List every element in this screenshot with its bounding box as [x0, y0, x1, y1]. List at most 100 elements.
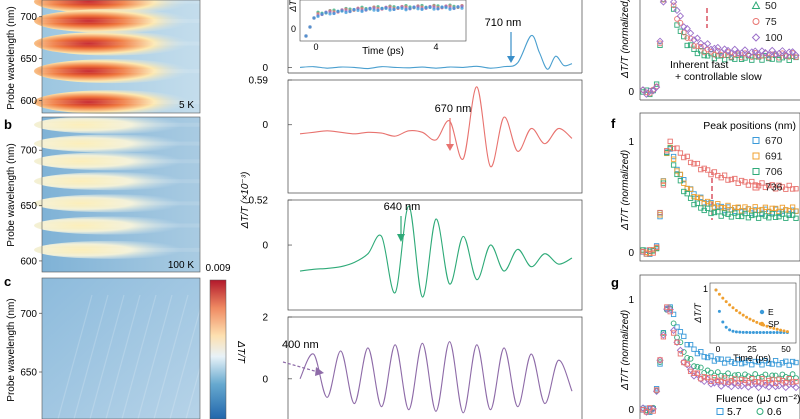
kinetics-point — [749, 212, 755, 219]
kinetics-top-ylabel: ΔT/T (normalized) — [620, 0, 631, 79]
kinetics-point — [711, 209, 718, 216]
kinetics-point — [720, 45, 729, 53]
inset-point — [368, 7, 372, 11]
kinetics-point — [687, 159, 694, 166]
kinetics-point — [776, 54, 782, 61]
inset-ytick-0: 0 — [291, 24, 296, 34]
kinetics-point — [766, 182, 772, 189]
kinetics-point — [704, 205, 711, 212]
kinetics-point — [691, 370, 697, 376]
kinetics-point — [674, 324, 680, 330]
kinetics-point — [759, 180, 765, 186]
kinetics-point — [738, 213, 745, 220]
colorbar: 0.009 ΔT/T — [205, 263, 246, 419]
spectrum-ytick-label: 0 — [262, 63, 268, 74]
inset-point — [320, 12, 324, 16]
kinetics-point — [762, 371, 769, 378]
inset-point — [404, 8, 408, 12]
kinetics-point — [738, 54, 745, 61]
kinetics-point — [650, 408, 656, 414]
kinetics-f-ylabel: ΔT/T (normalized) — [620, 150, 631, 231]
heatmap-band-sheen — [42, 122, 200, 127]
kinetics-point — [646, 90, 653, 97]
inset-point — [324, 11, 328, 15]
inset-point — [412, 5, 416, 9]
inset-g-point — [785, 330, 789, 334]
kinetics-point — [789, 186, 796, 192]
kinetics-point — [761, 49, 770, 57]
heatmap-ytick-label: 650 — [20, 201, 37, 212]
legend-label: 706 — [765, 166, 783, 178]
inset-g-point — [768, 330, 772, 334]
kinetics-point — [684, 354, 691, 361]
kinetics-point — [725, 202, 731, 209]
spectrum-ytick-label: 0 — [262, 374, 268, 385]
kinetics-point — [771, 50, 780, 58]
inset-xlabel: Time (ps) — [362, 46, 404, 57]
kinetics-point — [721, 210, 728, 216]
kinetics-point — [657, 357, 663, 363]
kinetics-point — [691, 363, 697, 370]
kinetics-point — [755, 215, 762, 221]
kinetics-point — [684, 185, 690, 192]
kinetics-point — [718, 204, 724, 211]
inset-g-point — [721, 296, 725, 300]
heatmap-c-streak — [73, 294, 109, 419]
spectra-ylabel: ΔT/T (×10⁻³) — [240, 172, 251, 230]
kinetics-point — [793, 215, 799, 221]
inset-point — [432, 7, 436, 11]
legend-marker — [752, 137, 760, 144]
kinetics-point — [659, 331, 668, 339]
kinetics-point — [691, 201, 697, 208]
kinetics-point — [694, 43, 701, 50]
heatmap-b-bands — [34, 115, 200, 259]
inset-g-point — [745, 330, 749, 334]
kinetics-point — [793, 186, 799, 192]
kinetics-point — [748, 48, 756, 56]
heatmap-ytick-label: 600 — [20, 96, 37, 107]
inset-point — [328, 12, 332, 16]
inset-point — [352, 7, 356, 12]
kinetics-point — [666, 305, 674, 314]
heatmap-ytick-label: 700 — [20, 309, 37, 320]
kinetics-point — [766, 215, 772, 221]
kinetics-point — [718, 356, 724, 362]
kinetics-point — [691, 194, 697, 200]
kinetics-point — [674, 168, 680, 174]
kinetics-point — [752, 211, 758, 218]
inset-point — [348, 9, 352, 13]
annotation-640nm: 640 nm — [384, 201, 421, 213]
inset-g-point — [751, 330, 755, 334]
inset-g-point — [755, 330, 759, 334]
spectrum-ytick-label: 0 — [262, 241, 268, 252]
kinetics-point — [701, 165, 707, 172]
heatmap-band-sheen — [42, 247, 200, 252]
kinetics-point — [789, 212, 796, 218]
kinetics-point — [708, 378, 714, 384]
kinetics-point — [669, 0, 678, 6]
kinetics-point — [792, 383, 800, 392]
kinetics-point — [691, 161, 697, 167]
kinetics-point — [728, 176, 735, 183]
kinetics-point — [708, 201, 714, 207]
inset-point — [360, 9, 364, 13]
inset-g-point — [734, 330, 738, 334]
legend-marker — [752, 168, 760, 175]
inset-g-point — [751, 319, 755, 323]
kinetics-point — [759, 376, 765, 382]
inset-point — [460, 6, 464, 10]
kinetics-point — [786, 212, 792, 218]
kinetics-point — [701, 374, 707, 380]
inset-g-point — [728, 328, 732, 332]
inset-g-point — [717, 292, 721, 296]
heatmap-c-streak — [137, 294, 173, 419]
heatmap-c-streak — [57, 294, 93, 419]
heatmap-band-sheen — [42, 201, 200, 206]
kinetics-f-legend: 670 691 706 736 — [752, 135, 783, 194]
legend-label: 5.7 — [727, 406, 742, 418]
inset-point — [336, 9, 340, 13]
spectrum-line-710nm — [299, 35, 573, 70]
kinetics-point — [732, 204, 738, 211]
kinetics-point — [789, 204, 796, 210]
